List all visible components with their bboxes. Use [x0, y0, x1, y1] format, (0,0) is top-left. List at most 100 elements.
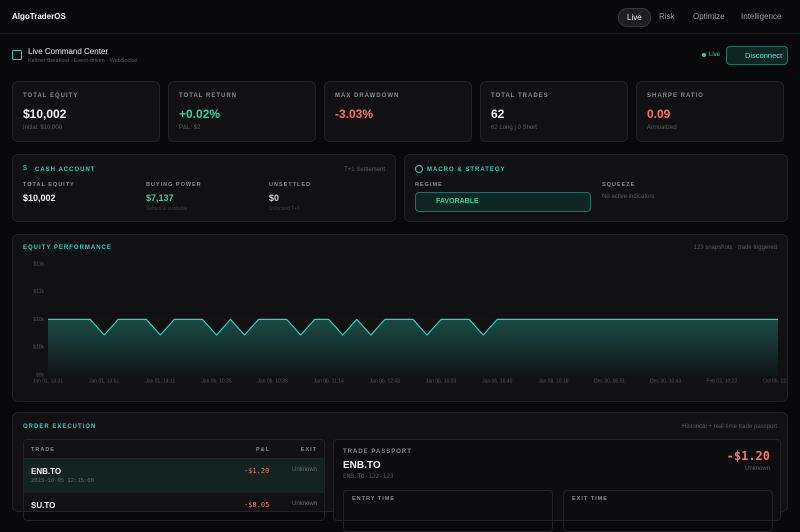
y-tick-label: $11k — [34, 289, 45, 295]
stat-value: +0.02% — [179, 107, 221, 121]
stat-card: TOTAL RETURN +0.02% P&L: $2 — [168, 81, 316, 142]
stat-value: 62 — [491, 107, 505, 121]
top-nav: AlgoTraderOS Live Risk Optimize Intelligenc… — [0, 0, 800, 34]
header-icon — [12, 50, 22, 60]
y-tick-label: $10k — [33, 345, 44, 351]
header-title: Live Command Center — [28, 47, 109, 56]
header-divider — [24, 458, 324, 459]
passport-field: ENTRY TIME — [343, 490, 553, 532]
stat-value: -3.03% — [335, 107, 374, 121]
y-tick-label: $10k — [33, 317, 44, 323]
stat-sub: Annualized — [647, 125, 677, 131]
stat-label: TOTAL EQUITY — [23, 93, 79, 99]
x-tick-label: Jan 01, 13:51 — [89, 378, 120, 384]
stat-card: TOTAL TRADES 62 62 Long | 0 Short — [480, 81, 628, 142]
equity-area — [48, 319, 778, 375]
x-tick-label: Jan 06, 10:36 — [257, 378, 288, 384]
equity-panel: EQUITY PERFORMANCE 123 snapshots · trade… — [12, 234, 788, 402]
stat-card: TOTAL EQUITY $10,002 Initial: $10,000 — [12, 81, 160, 142]
trade-passport: TRADE PASSPORT ENB.TO ENB.TO-122-123 -$1… — [333, 439, 781, 532]
trade-pnl: -$1.20 — [244, 467, 270, 475]
trade-table: TRADE P&L EXIT ENB.TO 2023-10-05 12:15:00 -$… — [23, 439, 325, 521]
macro-panel: MACRO & STRATEGY REGIME FAVORABLE SQUEEZ… — [404, 154, 788, 222]
cash-sub: Unlocked T+1 — [269, 206, 300, 212]
disconnect-button[interactable]: Disconnect — [726, 46, 788, 65]
trade-time: 2023-10-05 12:15:00 — [31, 478, 94, 484]
cash-icon: $ — [23, 165, 27, 172]
nav-tab[interactable]: Risk — [659, 12, 675, 21]
trade-symbol: SU.TO — [31, 501, 56, 510]
trade-symbol: ENB.TO — [31, 467, 62, 476]
stat-sub: P&L: $2 — [179, 125, 201, 131]
x-tick-label: Jan 08, 10:18 — [538, 378, 569, 384]
x-tick-label: Jan 06, 10:35 — [201, 378, 232, 384]
nav-tab[interactable]: Live — [618, 8, 651, 27]
regime-badge: FAVORABLE — [415, 192, 591, 212]
stat-label: TOTAL TRADES — [491, 93, 549, 99]
x-tick-label: Jan 06, 11:14 — [314, 378, 344, 384]
trade-row[interactable]: SU.TO -$0.05 Unknown — [24, 493, 324, 527]
stat-label: TOTAL RETURN — [179, 93, 237, 99]
squeeze-label: SQUEEZE — [602, 182, 636, 188]
y-tick-label: $9k — [36, 372, 45, 378]
status: Live — [709, 52, 721, 58]
table-header-cell: EXIT — [300, 447, 317, 453]
passport-title: TRADE PASSPORT — [343, 449, 412, 455]
status-dot — [702, 53, 706, 57]
cash-label: TOTAL EQUITY — [23, 182, 75, 188]
passport-pnl: -$1.20 — [726, 449, 770, 463]
trade-row[interactable]: ENB.TO 2023-10-05 12:15:00 -$1.20 Unknown — [24, 459, 324, 493]
order-note: Historical + real-time trade passport — [682, 424, 777, 430]
squeeze-value: No active indicators — [602, 194, 655, 200]
macro-icon — [415, 165, 423, 173]
stat-card: MAX DRAWDOWN -3.03% — [324, 81, 472, 142]
nav-tab[interactable]: Optimize — [693, 12, 725, 21]
nav-tab[interactable]: Intelligence — [741, 12, 782, 21]
x-tick-label: Oct 05, 12:18 — [763, 378, 787, 384]
x-tick-label: Jan 06, 16:40 — [482, 378, 513, 384]
x-tick-label: Jan 01, 13:31 — [33, 378, 64, 384]
passport-id: ENB.TO-122-123 — [343, 473, 394, 480]
x-tick-label: Dec 30, 10:43 — [650, 378, 681, 384]
regime-label: REGIME — [415, 182, 443, 188]
trade-exit: Unknown — [291, 467, 317, 473]
stat-label: SHARPE RATIO — [647, 93, 704, 99]
cash-value: $0 — [269, 193, 280, 203]
cash-label: UNSETTLED — [269, 182, 311, 188]
passport-field: EXIT TIME — [563, 490, 773, 532]
cash-note: T+1 Settlement — [344, 167, 385, 173]
cash-sub: Settled & available — [146, 206, 188, 212]
order-panel: ORDER EXECUTION Historical + real-time t… — [12, 412, 788, 532]
stat-sub: 62 Long | 0 Short — [491, 125, 537, 131]
cash-title: CASH ACCOUNT — [35, 167, 96, 173]
x-tick-label: Jan 06, 16:03 — [426, 378, 457, 384]
x-tick-label: Jan 06, 12:43 — [370, 378, 401, 384]
cash-value: $10,002 — [23, 193, 56, 203]
stat-value: $10,002 — [23, 107, 67, 121]
passport-symbol: ENB.TO — [343, 460, 381, 471]
stat-label: MAX DRAWDOWN — [335, 93, 400, 99]
stat-sub: Initial: $10,000 — [23, 125, 63, 131]
stat-card: SHARPE RATIO 0.09 Annualized — [636, 81, 784, 142]
y-tick-label: $11k — [34, 261, 45, 267]
order-title: ORDER EXECUTION — [23, 424, 97, 430]
equity-chart: $9k $10k $10k $11k $11k Jan 01, 13:31 Jan 01, … — [33, 261, 787, 384]
x-tick-label: Jan 01, 14:11 — [145, 378, 175, 384]
equity-line — [48, 318, 778, 336]
passport-field-label: EXIT TIME — [572, 496, 608, 502]
table-header-cell: P&L — [256, 447, 270, 453]
trade-pnl: -$0.05 — [244, 501, 270, 509]
chart-subtitle: 123 snapshots · trade triggered — [693, 245, 777, 251]
trade-exit: Unknown — [291, 501, 317, 507]
passport-exit: Unknown — [744, 466, 770, 472]
table-header-cell: TRADE — [31, 447, 55, 453]
cash-panel: $ CASH ACCOUNT T+1 Settlement TOTAL EQUI… — [12, 154, 396, 222]
stat-value: 0.09 — [647, 107, 671, 121]
x-tick-label: Dec 30, 06:51 — [594, 378, 625, 384]
passport-field-label: ENTRY TIME — [352, 496, 396, 502]
x-tick-label: Feb 02, 10:22 — [706, 378, 737, 384]
header-subtitle: Keltner Breakout · Event-driven · WebSoc… — [28, 58, 138, 64]
chart-title: EQUITY PERFORMANCE — [23, 245, 112, 251]
macro-title: MACRO & STRATEGY — [427, 167, 506, 173]
